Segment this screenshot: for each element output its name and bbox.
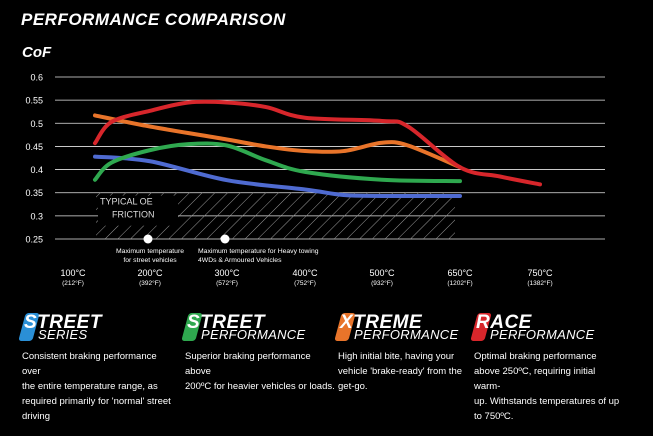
x-tick-label: 750°C — [527, 268, 553, 278]
xtreme-performance-line — [93, 113, 462, 170]
x-tick-label: 200°C — [137, 268, 163, 278]
street-series-word2: SERIES — [38, 327, 88, 342]
street-performance-logo: STREET PERFORMANCE — [181, 312, 335, 346]
street-performance-description: Superior braking performance above 200ºC… — [185, 351, 335, 392]
annotation-text: Maximum temperature for Heavy towing — [198, 248, 319, 255]
race-performance-description: Optimal braking performance above 250ºC,… — [474, 351, 620, 422]
category-xtreme-performance: XTREME PERFORMANCE High initial bite, ha… — [334, 312, 488, 394]
annotation-marker — [220, 234, 230, 244]
y-axis-label: CoF — [22, 44, 52, 61]
x-tick-label: 500°C — [369, 268, 395, 278]
x-tick-sublabel: (1382°F) — [527, 279, 552, 287]
xtreme-performance-word2: PERFORMANCE — [354, 327, 459, 342]
y-tick-label: 0.35 — [25, 188, 43, 198]
xtreme-performance-logo: XTREME PERFORMANCE — [334, 312, 488, 346]
y-tick-label: 0.45 — [25, 142, 43, 152]
street-performance-word1: STREET — [187, 312, 265, 333]
x-tick-label: 400°C — [292, 268, 318, 278]
street-performance-word2: PERFORMANCE — [201, 327, 306, 342]
street-series-line — [93, 154, 462, 199]
y-tick-label: 0.3 — [30, 211, 43, 221]
category-street-series: STREET SERIES Consistent braking perform… — [18, 312, 172, 424]
x-tick-sublabel: (212°F) — [62, 279, 84, 287]
x-tick-label: 100°C — [60, 268, 86, 278]
y-tick-label: 0.4 — [30, 165, 43, 175]
performance-chart: 0.6 0.55 0.5 0.45 0.4 0.35 0.3 0.25 TYPICAL OE F… — [25, 73, 605, 287]
x-tick-sublabel: (932°F) — [371, 279, 393, 287]
annotation-marker — [143, 234, 153, 244]
x-tick-sublabel: (752°F) — [294, 279, 316, 287]
race-performance-word1: RACE — [476, 312, 532, 333]
annotation-text: for street vehicles — [123, 257, 177, 264]
x-tick-label: 300°C — [214, 268, 240, 278]
page-title: PERFORMANCE COMPARISON — [21, 10, 286, 29]
street-performance-line — [93, 141, 462, 184]
race-performance-line — [93, 99, 542, 187]
street-series-word1: STREET — [24, 312, 102, 333]
y-tick-label: 0.55 — [25, 96, 43, 106]
xtreme-performance-word1: XTREME — [340, 312, 423, 333]
race-performance-word2: PERFORMANCE — [490, 327, 595, 342]
annotation-text: Maximum temperature — [116, 248, 184, 255]
x-tick-sublabel: (1202°F) — [447, 279, 472, 287]
category-street-performance: STREET PERFORMANCE Superior braking perf… — [181, 312, 335, 394]
x-tick-sublabel: (392°F) — [139, 279, 161, 287]
x-tick-label: 650°C — [447, 268, 473, 278]
y-tick-label: 0.6 — [30, 73, 43, 83]
street-series-logo: STREET SERIES — [18, 312, 172, 346]
xtreme-performance-description: High initial bite, having your vehicle '… — [338, 351, 463, 392]
y-tick-label: 0.25 — [25, 235, 43, 245]
street-series-description: Consistent braking performance over the … — [22, 351, 171, 422]
typical-oe-label: TYPICAL OE — [100, 197, 153, 207]
annotation-text: 4WDs & Armoured Vehicles — [198, 257, 282, 264]
typical-oe-label: FRICTION — [112, 210, 155, 220]
category-race-performance: RACE PERFORMANCE Optimal braking perform… — [470, 312, 624, 424]
race-performance-logo: RACE PERFORMANCE — [470, 312, 624, 346]
x-tick-sublabel: (572°F) — [216, 279, 238, 287]
typical-oe-label-bg — [98, 195, 178, 226]
y-tick-label: 0.5 — [30, 119, 43, 129]
